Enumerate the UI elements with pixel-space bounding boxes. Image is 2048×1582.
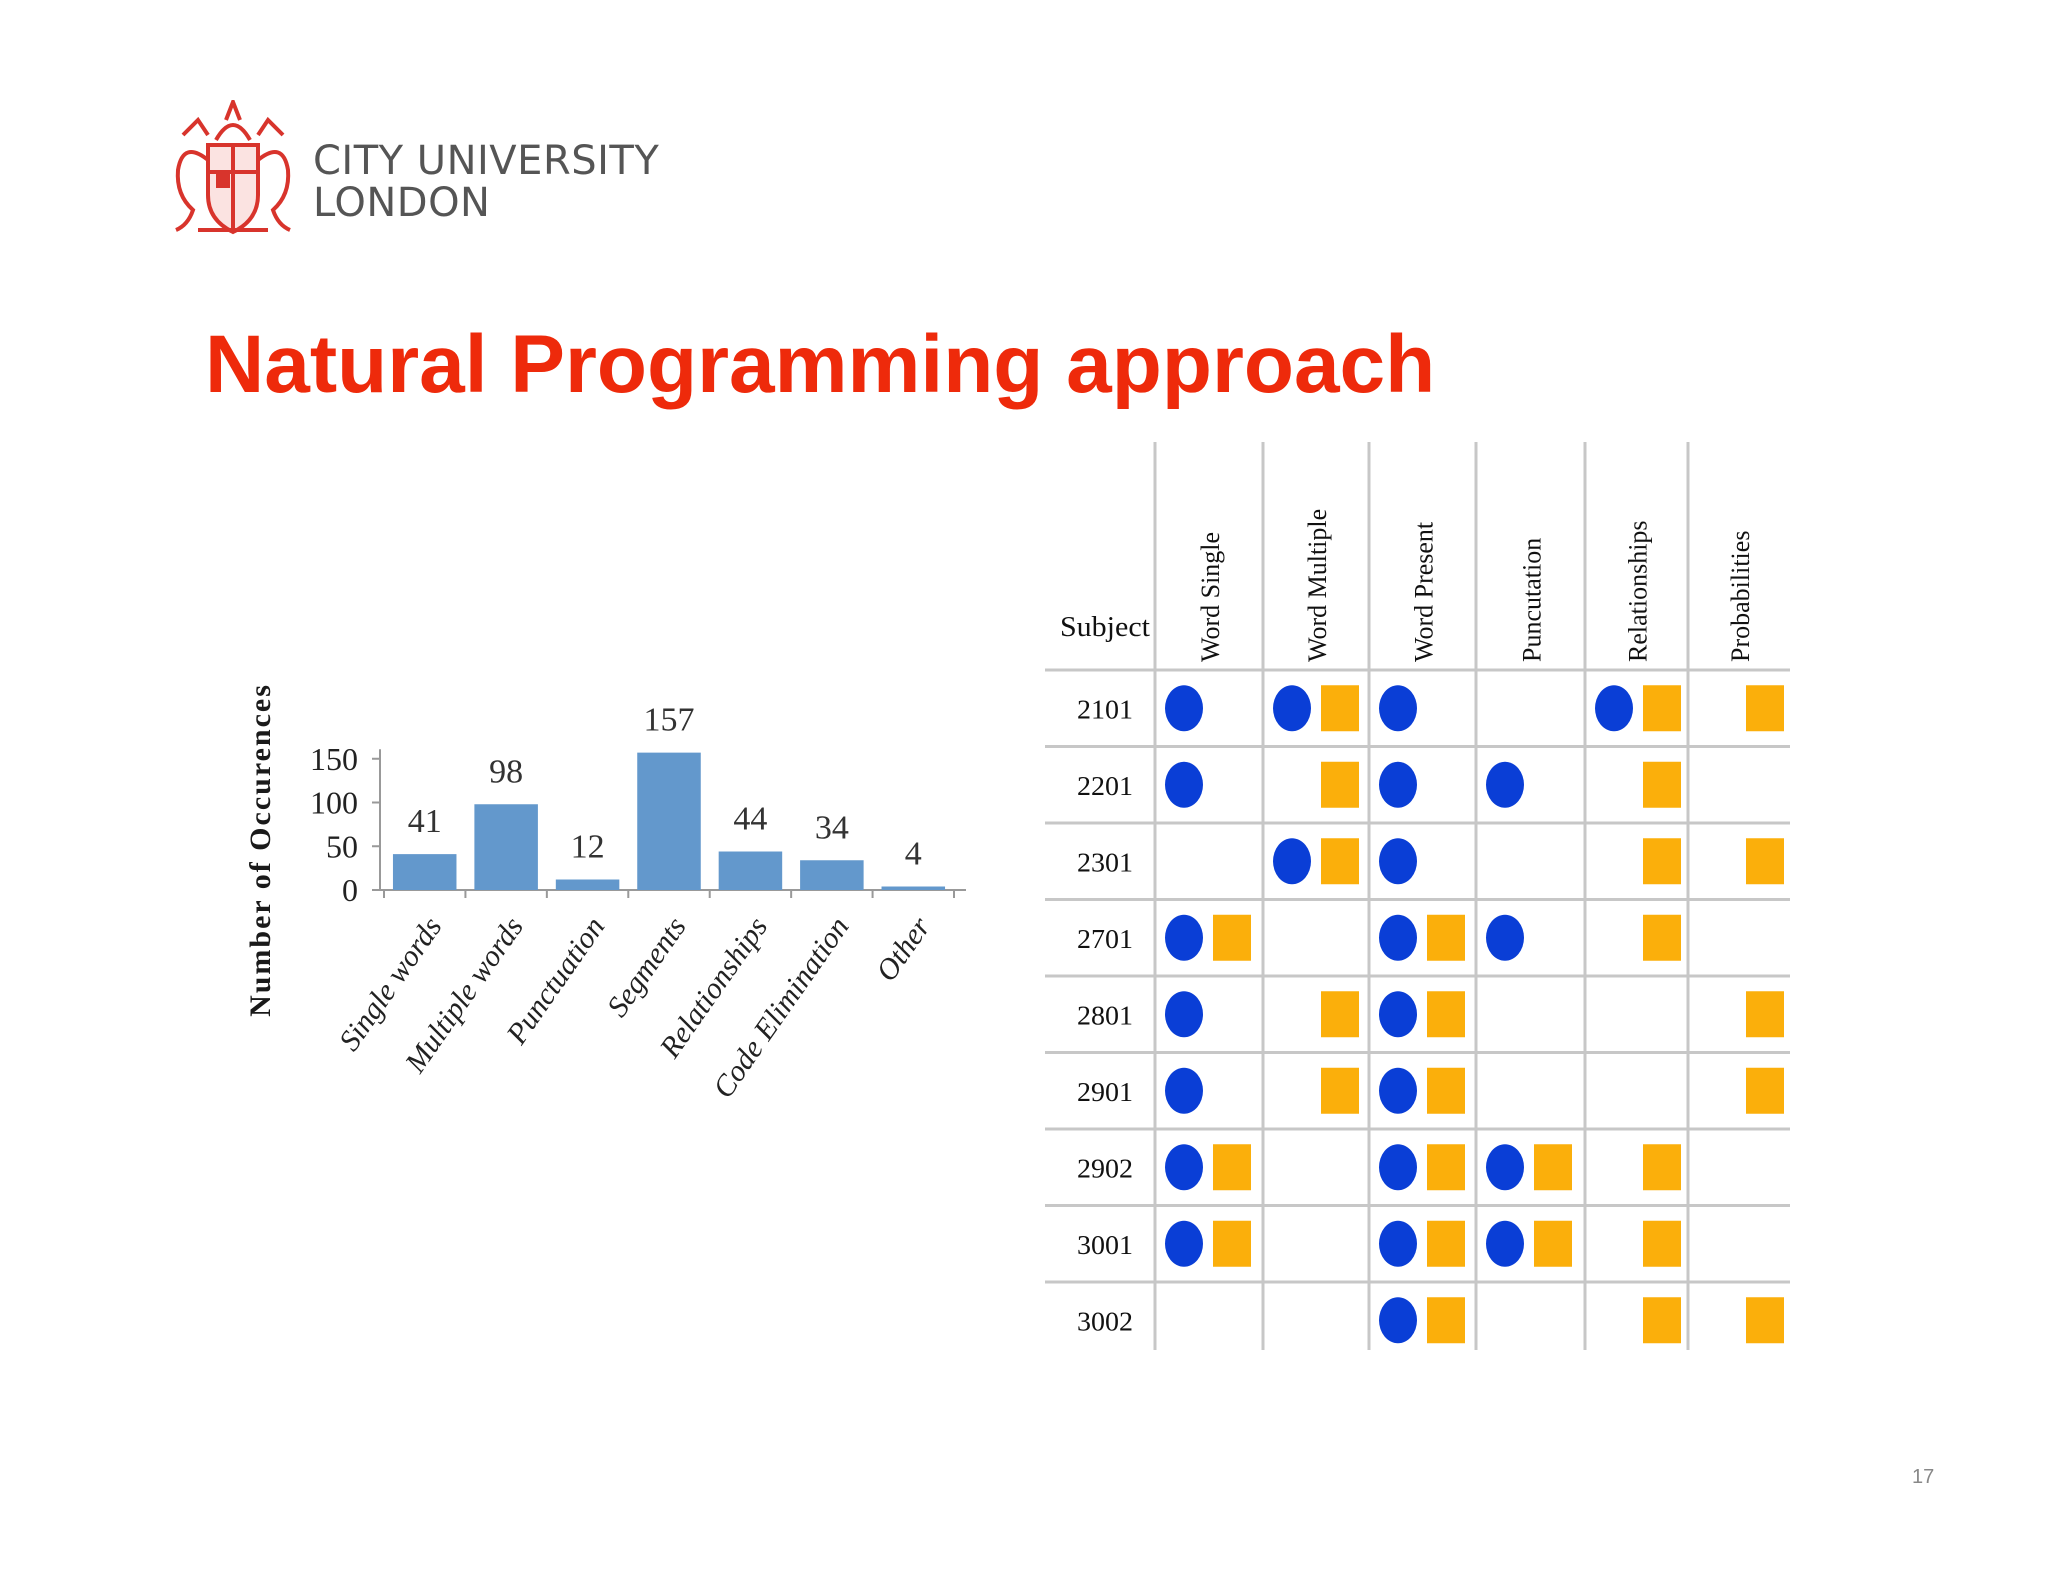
bar [474,804,538,890]
bar [555,879,620,890]
bar-chart-axes: 0 50 100 150 [310,741,966,908]
square-marker [1321,991,1359,1038]
square-marker [1427,991,1465,1038]
marker-table: Subject Word Single Word Multiple Word Pres… [1045,442,1790,1350]
bar [637,752,701,890]
subject-label: 3001 [1077,1230,1133,1260]
row-header: Subject [1060,612,1150,643]
bar-value-label: 157 [644,702,695,739]
square-marker [1427,914,1465,961]
bar [881,886,946,890]
column-header: Probabilities [1726,531,1755,662]
crest-icon [175,100,291,235]
logo-text: CITY UNIVERSITY LONDON [313,140,659,224]
column-header: Word Single [1196,532,1225,662]
circle-marker [1379,1220,1417,1267]
square-marker [1321,1067,1359,1114]
circle-marker [1165,1144,1203,1191]
bar-value-label: 12 [571,829,605,866]
y-axis-label: Number of Occurences [244,683,277,1017]
logo-line1: CITY UNIVERSITY [313,138,660,184]
logo-line2: LONDON [313,180,491,226]
square-marker [1643,838,1681,885]
square-marker [1746,1297,1784,1344]
bar-value-label: 98 [489,753,523,790]
square-marker [1643,1144,1681,1191]
square-marker [1643,1297,1681,1344]
subject-label: 3002 [1077,1306,1133,1336]
column-header: Word Multiple [1303,509,1332,662]
bar-value-label: 4 [905,836,922,873]
square-marker [1746,991,1784,1038]
circle-marker [1379,761,1417,808]
circle-marker [1379,1067,1417,1114]
square-marker [1534,1144,1572,1191]
subject-label: 2201 [1077,771,1133,801]
subject-label: 2902 [1077,1153,1133,1183]
square-marker [1534,1220,1572,1267]
y-tick-label: 100 [310,785,358,821]
university-logo: CITY UNIVERSITY LONDON [168,100,688,250]
square-marker [1213,1144,1251,1191]
square-marker [1643,685,1681,732]
square-marker [1427,1067,1465,1114]
category-label: Other [870,911,937,988]
circle-marker [1379,914,1417,961]
circle-marker [1486,1220,1524,1267]
circle-marker [1379,685,1417,732]
square-marker [1321,761,1359,808]
bar [718,851,783,890]
column-header: Puncutation [1518,538,1547,662]
column-header: Word Present [1410,521,1439,662]
y-tick-label: 0 [342,872,358,908]
square-marker [1746,838,1784,885]
circle-marker [1486,914,1524,961]
subject-label: 2701 [1077,924,1133,954]
circle-marker [1486,1144,1524,1191]
circle-marker [1595,685,1633,732]
square-marker [1643,1220,1681,1267]
square-marker [1643,914,1681,961]
square-marker [1213,914,1251,961]
square-marker [1746,685,1784,732]
square-marker [1321,685,1359,732]
square-marker [1427,1220,1465,1267]
circle-marker [1273,838,1311,885]
square-marker [1643,761,1681,808]
subject-label: 2301 [1077,847,1133,877]
square-marker [1321,838,1359,885]
bar [800,860,864,890]
y-tick-label: 50 [326,828,358,864]
subject-label: 2801 [1077,1000,1133,1030]
subject-label: 2101 [1077,694,1133,724]
circle-marker [1379,838,1417,885]
circle-marker [1273,685,1311,732]
circle-marker [1165,991,1203,1038]
square-marker [1746,1067,1784,1114]
subject-label: 2901 [1077,1077,1133,1107]
circle-marker [1165,914,1203,961]
circle-marker [1165,1067,1203,1114]
circle-marker [1379,1144,1417,1191]
bar [392,854,457,890]
circle-marker [1486,761,1524,808]
bar-value-label: 44 [733,801,767,838]
circle-marker [1379,1297,1417,1344]
square-marker [1213,1220,1251,1267]
column-header: Relationships [1624,520,1653,662]
category-label: Segments [601,911,693,1023]
bar-value-label: 34 [815,809,849,846]
square-marker [1427,1297,1465,1344]
circle-marker [1165,761,1203,808]
square-marker [1427,1144,1465,1191]
circle-marker [1379,991,1417,1038]
slide-title: Natural Programming approach [205,319,1436,410]
circle-marker [1165,685,1203,732]
bar-value-label: 41 [408,803,442,840]
page-number: 17 [1912,1466,1935,1488]
circle-marker [1165,1220,1203,1267]
y-tick-label: 150 [310,741,358,777]
